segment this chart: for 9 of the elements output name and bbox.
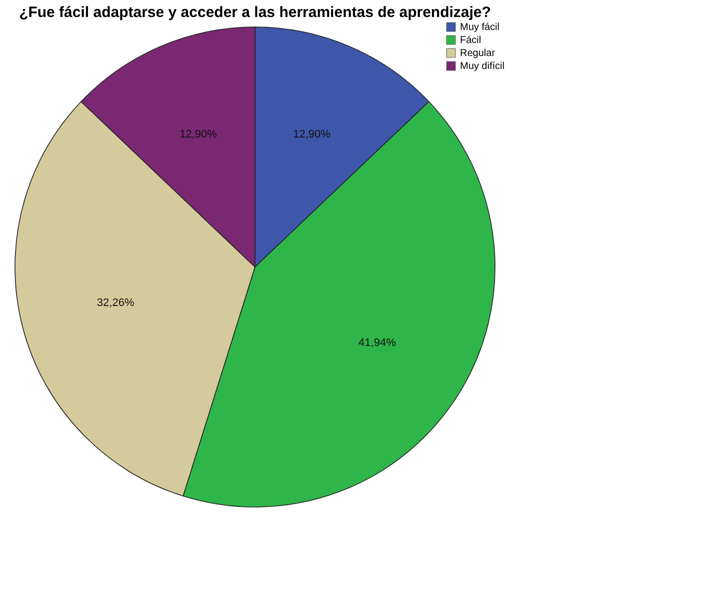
legend-label: Muy difícil: [460, 61, 504, 72]
legend-label: Fácil: [460, 35, 482, 46]
legend-label: Muy fácil: [460, 22, 500, 33]
chart-title: ¿Fue fácil adaptarse y acceder a las herramientas de aprendizaje?: [19, 4, 491, 21]
data-label: 12,90%: [293, 128, 331, 141]
data-label: 41,94%: [358, 337, 396, 350]
legend-label: Regular: [460, 48, 496, 59]
data-label: 32,26%: [96, 297, 134, 310]
data-label: 12,90%: [180, 128, 218, 141]
